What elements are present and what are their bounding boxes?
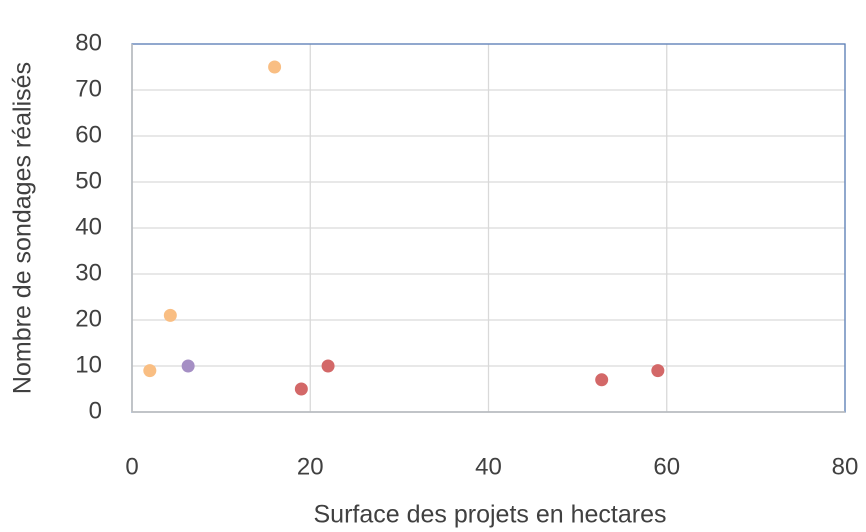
point	[294, 382, 308, 396]
x-tick-label: 0	[125, 453, 138, 480]
x-tick-label: 20	[297, 453, 324, 480]
y-tick-label: 40	[75, 213, 102, 240]
x-axis-title: Surface des projets en hectares	[314, 501, 667, 529]
y-tick-label: 20	[75, 305, 102, 332]
point	[181, 359, 195, 373]
y-tick-label: 50	[75, 167, 102, 194]
point	[143, 364, 157, 378]
y-tick-label: 80	[75, 29, 102, 56]
x-tick-label: 60	[653, 453, 680, 480]
y-tick-label: 0	[89, 397, 102, 424]
x-tick-label: 80	[832, 453, 859, 480]
y-axis-title: Nombre de sondages réalisés	[9, 62, 37, 394]
y-tick-label: 70	[75, 75, 102, 102]
point	[268, 60, 282, 74]
point	[163, 308, 177, 322]
y-tick-label: 60	[75, 121, 102, 148]
x-tick-label: 40	[475, 453, 502, 480]
y-tick-label: 30	[75, 259, 102, 286]
point	[321, 359, 335, 373]
y-tick-label: 10	[75, 351, 102, 378]
point	[595, 373, 609, 387]
point	[651, 364, 665, 378]
